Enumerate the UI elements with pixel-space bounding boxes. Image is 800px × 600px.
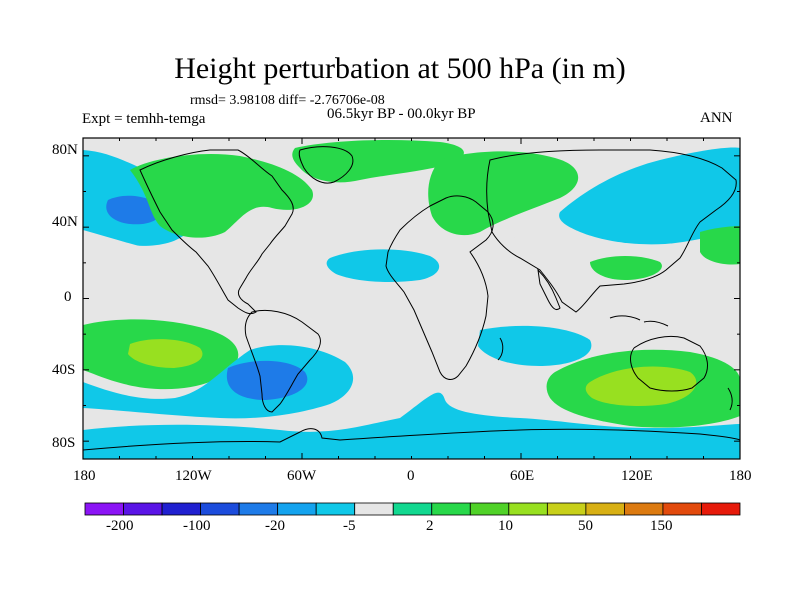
field-region-asia-blue — [559, 147, 740, 245]
field-region-antarctic-blue — [83, 392, 740, 459]
coastline-australia — [630, 335, 708, 392]
colorbar-swatch — [123, 502, 163, 516]
season-label: ANN — [700, 110, 733, 126]
colorbar-label: -100 — [183, 518, 211, 534]
lon-label-120e: 120E — [621, 468, 653, 484]
colorbar-swatch — [161, 502, 201, 516]
field-region-canada-green — [130, 153, 313, 238]
colorbar-swatch — [277, 502, 317, 516]
field-region-south-america-core — [226, 360, 308, 400]
colorbar-swatch — [662, 502, 702, 516]
coastline-europe-africa — [385, 195, 494, 380]
colorbar-swatch — [701, 502, 741, 516]
lat-label-80n: 80N — [52, 142, 78, 158]
coastline-indonesia — [609, 315, 669, 327]
colorbar-swatch — [392, 502, 433, 516]
lon-label-60w: 60W — [287, 468, 317, 484]
coastline-madagascar — [497, 337, 504, 361]
lat-label-40n: 40N — [52, 214, 78, 230]
field-region-southeast-pacific-core — [128, 339, 203, 368]
lon-label-60e: 60E — [510, 468, 535, 484]
colorbar-label: -200 — [106, 518, 134, 534]
lon-label-180e: 180 — [729, 468, 752, 484]
coastline-new-zealand — [727, 387, 733, 411]
colorbar-swatch — [354, 502, 394, 516]
coastlines — [83, 146, 740, 451]
field-region-atlantic-arctic-band — [83, 228, 524, 265]
colorbar-swatch — [585, 502, 625, 516]
field-region-northwest-pacific-green — [700, 226, 740, 265]
field-region-southwest-indian-blue — [478, 325, 592, 366]
coastline-asia — [486, 149, 737, 313]
lon-label-0: 0 — [407, 468, 415, 484]
coastline-india — [537, 268, 561, 311]
field-region-greenland-green — [292, 140, 464, 183]
lat-label-0: 0 — [64, 289, 72, 305]
colorbar-label: 150 — [650, 518, 673, 534]
colorbar-swatch — [431, 502, 471, 516]
stats-label: rmsd= 3.98108 diff= -2.76706e-08 — [190, 93, 385, 108]
colorbar-swatch — [200, 502, 240, 516]
axis-ticks — [82, 138, 741, 459]
colorbar-label: 10 — [498, 518, 513, 534]
colorbar-label: -5 — [343, 518, 356, 534]
colorbar-swatch — [315, 502, 356, 516]
field-region-eurasia-green — [428, 151, 579, 236]
coastline-greenland — [298, 146, 354, 184]
colorbar-swatch — [84, 502, 124, 516]
field-region-north-pacific-core — [106, 195, 162, 225]
field-region-tropical-atlantic-blue — [326, 249, 440, 282]
map-title: Height perturbation at 500 hPa (in m) — [174, 52, 626, 85]
lon-label-180w: 180 — [73, 468, 96, 484]
colorbar-label: 50 — [578, 518, 593, 534]
lon-label-120w: 120W — [175, 468, 212, 484]
colorbar — [84, 502, 741, 516]
colorbar-swatch — [238, 502, 279, 516]
field-region-indian-ocean-core — [585, 366, 697, 406]
colorbar-swatch — [546, 502, 587, 516]
colorbar-swatch — [508, 502, 548, 516]
experiment-label: Expt = temhh-temga — [82, 111, 206, 127]
contour-fills — [83, 140, 740, 459]
colorbar-label: 2 — [426, 518, 434, 534]
lat-label-80s: 80S — [52, 435, 76, 451]
colorbar-label: -20 — [265, 518, 285, 534]
coastline-south-america — [244, 309, 321, 413]
colorbar-swatch — [469, 502, 510, 516]
colorbar-swatch — [624, 502, 664, 516]
period-label: 06.5kyr BP - 00.0kyr BP — [327, 106, 476, 122]
lat-label-40s: 40S — [52, 362, 76, 378]
field-region-east-asia-green — [590, 256, 662, 280]
coastline-north-america — [139, 149, 294, 315]
coastline-antarctica — [83, 428, 740, 451]
